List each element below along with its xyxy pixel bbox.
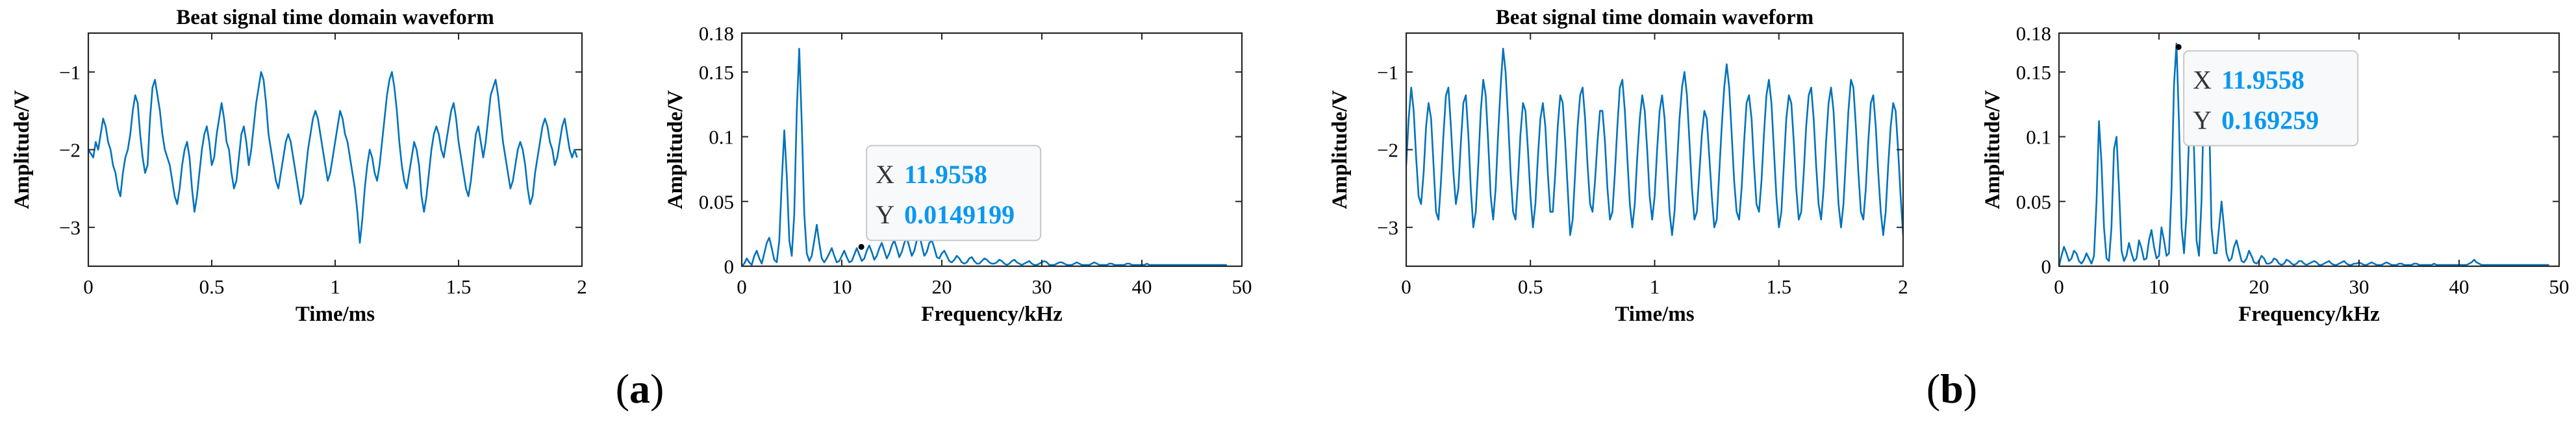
panel-1-caption-part-0: ( <box>1926 366 1940 412</box>
panel-0-spectrum-chart-datatip: X 11.9558 Y 0.0149199 <box>866 145 1042 242</box>
panel-1-spectrum-chart-ytick-label-4: 0.18 <box>2016 22 2051 45</box>
panel-0-time-chart-xtick-label-0: 0 <box>83 275 94 298</box>
panel-0-time-chart-series-line-0 <box>88 71 578 244</box>
panel-0-spectrum-chart-ytick-label-1: 0.05 <box>699 190 734 213</box>
panel-0-spectrum-chart-datatip-x-value: 11.9558 <box>904 160 987 189</box>
panel-1-time-chart-xtick-label-0: 0 <box>1401 275 1411 298</box>
panel-1-spectrum-chart-datatip: X 11.9558 Y 0.169259 <box>2183 50 2359 147</box>
panel-0-caption: (a) <box>616 366 664 412</box>
panel-0-time-chart-xlabel: Time/ms <box>296 303 375 326</box>
panel-0-time-chart-axes-box <box>87 32 583 268</box>
panel-0-time-chart-ytick-label-2: −1 <box>59 61 81 84</box>
panel-0-caption-part-1: a <box>629 366 650 412</box>
panel-1-spectrum-chart-xtick-label-3: 30 <box>2349 275 2369 298</box>
panel-1-spectrum-chart-ytick-label-3: 0.15 <box>2016 61 2051 84</box>
panel-0-spectrum-chart-xtick-label-2: 20 <box>932 275 952 298</box>
panel-1-spectrum-chart-ytick-label-1: 0.05 <box>2016 190 2051 213</box>
panel-1-time-chart-axes-box <box>1405 32 1904 268</box>
panel-0-spectrum-chart: 0 10 20 30 40 50 0 0.05 0.1 0.15 0.18 Frequency/kHz… <box>664 22 1252 326</box>
panel-1-time-chart-xtick-label-3: 1.5 <box>1766 275 1791 298</box>
panel-1-spectrum-chart-datatip-x-label: X <box>2193 65 2212 94</box>
panel-1-caption-part-2: ) <box>1964 366 1977 412</box>
panel-1-spectrum-chart: 0 10 20 30 40 50 0 0.05 0.1 0.15 0.18 Frequency/kHz… <box>1981 22 2570 326</box>
panel-1-spectrum-chart-xlabel: Frequency/kHz <box>2238 303 2380 326</box>
panel-0-spectrum-chart-xtick-label-3: 30 <box>1032 275 1052 298</box>
panel-1-spectrum-chart-datatip-marker <box>2175 44 2182 50</box>
panel-0-caption-part-2: ) <box>650 366 664 412</box>
panel-1-spectrum-chart-ytick-label-2: 0.1 <box>2026 126 2051 149</box>
panel-1-spectrum-chart-xtick-label-2: 20 <box>2249 275 2269 298</box>
panel-0-time-chart-xtick-label-4: 2 <box>577 275 587 298</box>
panel-1-time-chart: 0 0.5 1 1.5 2 −3 −2 −1 Time/ms Amplitude/V Beat si… <box>1328 6 1908 326</box>
panel-0-caption-part-0: ( <box>616 366 629 412</box>
panel-1-spectrum-chart-axes-box <box>2058 32 2560 268</box>
panel-0-spectrum-chart-datatip-marker <box>858 243 865 250</box>
panel-0-time-chart-title: Beat signal time domain waveform <box>176 6 494 29</box>
panel-1-spectrum-chart-xtick-label-5: 50 <box>2549 275 2570 298</box>
panel-0-spectrum-chart-xtick-label-0: 0 <box>737 275 747 298</box>
panel-0-spectrum-chart-ytick-label-4: 0.18 <box>699 22 734 45</box>
panel-0-time-chart-xtick-label-2: 1 <box>330 275 340 298</box>
panel-1-spectrum-chart-datatip-y-value: 0.169259 <box>2221 105 2319 134</box>
panel-1-time-chart-ytick-label-1: −2 <box>1377 139 1398 162</box>
panel-1-time-chart-xlabel: Time/ms <box>1615 303 1694 326</box>
panel-1-time-chart-ytick-label-0: −3 <box>1377 216 1398 239</box>
panel-1-time-chart-ytick-label-2: −1 <box>1377 61 1398 84</box>
panel-1-spectrum-chart-xtick-label-1: 10 <box>2149 275 2169 298</box>
panel-0-spectrum-chart-axes-box <box>740 32 1243 268</box>
panel-1-time-chart-xtick-label-1: 0.5 <box>1518 275 1543 298</box>
panel-1-spectrum-chart-datatip-box <box>2183 50 2359 147</box>
panel-0-spectrum-chart-xtick-label-5: 50 <box>1232 275 1252 298</box>
panel-0-time-chart: 0 0.5 1 1.5 2 −3 −2 −1 Time/ms Amplitude/V Beat si… <box>10 6 587 326</box>
panel-1-caption: (b) <box>1926 366 1977 412</box>
panel-1-spectrum-chart-datatip-x-value: 11.9558 <box>2221 65 2305 94</box>
panel-0-spectrum-chart-xtick-label-1: 10 <box>832 275 852 298</box>
panel-1-spectrum-chart-datatip-y-label: Y <box>2193 105 2212 134</box>
panel-1-time-chart-title: Beat signal time domain waveform <box>1496 6 1813 29</box>
panel-0-time-chart-ytick-label-0: −3 <box>59 216 81 239</box>
panel-0-spectrum-chart-datatip-box <box>866 145 1042 242</box>
panel-0-spectrum-chart-series-line-0 <box>742 47 1227 266</box>
panel-0-spectrum-chart-xlabel: Frequency/kHz <box>921 303 1063 326</box>
panel-0-spectrum-chart-ylabel: Amplitude/V <box>664 90 687 210</box>
panel-1-time-chart-xtick-label-4: 2 <box>1898 275 1908 298</box>
panel-0-spectrum-chart-xtick-label-4: 40 <box>1132 275 1152 298</box>
panel-1-time-chart-ylabel: Amplitude/V <box>1328 90 1352 210</box>
panel-0-spectrum-chart-ytick-label-0: 0 <box>724 255 735 278</box>
panel-0-time-chart-xtick-label-3: 1.5 <box>446 275 472 298</box>
panel-0-time-chart-xtick-label-1: 0.5 <box>199 275 225 298</box>
panel-0-time-chart-ylabel: Amplitude/V <box>10 90 34 210</box>
panel-1-spectrum-chart-ylabel: Amplitude/V <box>1981 90 2004 210</box>
panel-1-time-chart-series-line-0 <box>1406 47 1903 236</box>
panel-0-spectrum-chart-ytick-label-2: 0.1 <box>709 126 734 149</box>
panel-0-time-chart-ytick-label-1: −2 <box>59 139 81 162</box>
panel-1-caption-part-1: b <box>1940 366 1964 412</box>
panel-1-spectrum-chart-ytick-label-0: 0 <box>2041 255 2052 278</box>
panel-0-spectrum-chart-datatip-x-label: X <box>876 160 894 189</box>
panel-0-spectrum-chart-ytick-label-3: 0.15 <box>699 61 734 84</box>
panel-1-spectrum-chart-xtick-label-4: 40 <box>2449 275 2469 298</box>
panel-0-spectrum-chart-datatip-y-value: 0.0149199 <box>904 200 1015 229</box>
panel-1-spectrum-chart-xtick-label-0: 0 <box>2054 275 2064 298</box>
panel-1-time-chart-xtick-label-2: 1 <box>1650 275 1660 298</box>
panel-0-spectrum-chart-datatip-y-label: Y <box>876 200 894 229</box>
panel-1-spectrum-chart-series-line-0 <box>2059 42 2549 266</box>
